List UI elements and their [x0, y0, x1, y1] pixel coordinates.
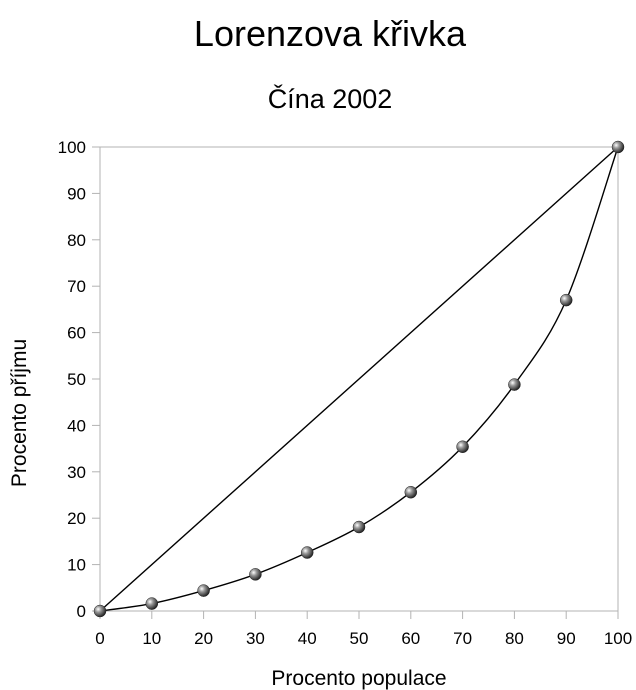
y-axis-label: Procento příjmu: [8, 339, 31, 487]
data-point: [300, 546, 314, 559]
data-point: [508, 378, 521, 391]
y-tick-label: 10: [67, 556, 86, 575]
x-tick-label: 40: [298, 629, 317, 648]
y-tick-label: 90: [67, 184, 86, 203]
chart-subtitle: Čína 2002: [268, 83, 393, 114]
x-tick-label: 90: [557, 629, 576, 648]
y-tick-label: 100: [58, 138, 86, 157]
x-tick-label: 20: [194, 629, 213, 648]
x-tick-label: 60: [401, 629, 420, 648]
data-point: [456, 440, 469, 453]
y-tick-label: 20: [67, 509, 86, 528]
data-point: [352, 520, 366, 534]
x-axis-ticks: 0 10 20 30 40 50 60 70 80 90 100: [95, 611, 632, 648]
data-point: [611, 140, 625, 154]
y-tick-label: 70: [67, 277, 86, 296]
y-tick-label: 0: [77, 602, 86, 621]
data-point: [559, 293, 573, 307]
data-point: [404, 485, 418, 499]
x-tick-label: 50: [350, 629, 369, 648]
x-tick-label: 30: [246, 629, 265, 648]
x-tick-label: 100: [604, 629, 632, 648]
y-tick-label: 60: [67, 324, 86, 343]
data-point: [93, 604, 107, 618]
chart-title: Lorenzova křivka: [194, 13, 467, 54]
x-tick-label: 0: [95, 629, 104, 648]
data-point: [197, 584, 210, 597]
x-tick-label: 70: [453, 629, 472, 648]
y-tick-label: 40: [67, 416, 86, 435]
data-points: [93, 140, 625, 618]
y-tick-label: 50: [67, 370, 86, 389]
y-tick-label: 30: [67, 463, 86, 482]
y-axis-ticks: 0 10 20 30 40 50 60 70 80 90 100: [58, 138, 100, 621]
data-point: [145, 597, 159, 610]
y-tick-label: 80: [67, 231, 86, 250]
data-point: [249, 568, 262, 581]
x-tick-label: 10: [142, 629, 161, 648]
equality-line: [99, 146, 619, 612]
x-tick-label: 80: [505, 629, 524, 648]
x-axis-label: Procento populace: [271, 667, 446, 690]
